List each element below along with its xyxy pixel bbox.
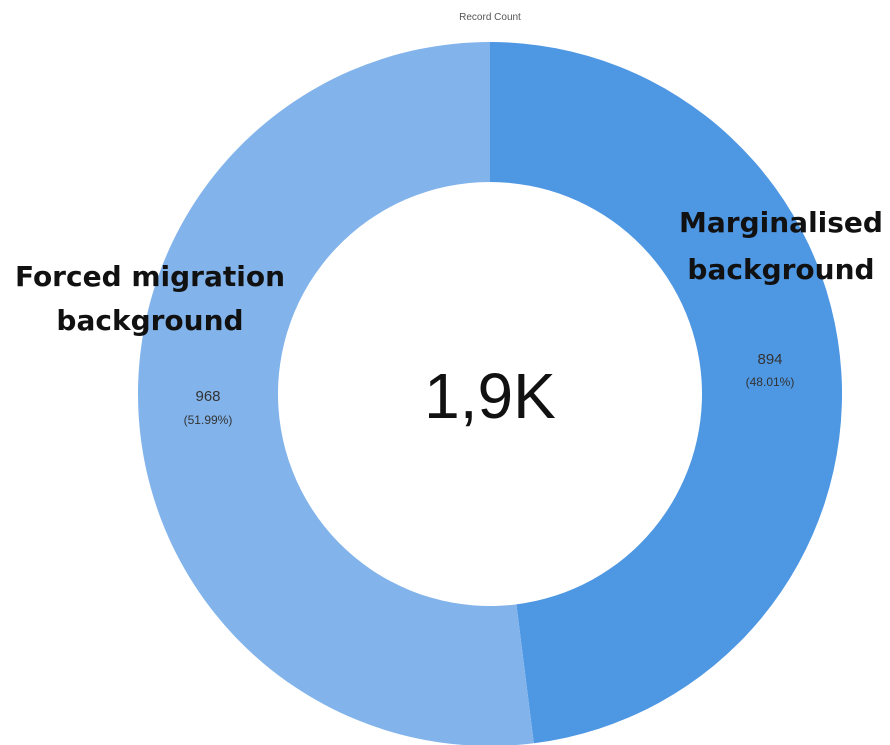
slice-name-label-line1: Forced migration: [15, 260, 285, 293]
slice-percent-label: (51.99%): [184, 413, 233, 427]
slice-name-label-line2: background: [687, 253, 874, 286]
donut-slices: [138, 42, 842, 745]
slice-value-label: 894: [757, 351, 782, 368]
chart-title: Record Count: [459, 12, 521, 23]
slice-value-label: 968: [195, 388, 220, 405]
donut-slice-0[interactable]: [490, 42, 842, 744]
slice-name-label-line2: background: [56, 304, 243, 337]
slice-percent-label: (48.01%): [746, 375, 795, 389]
donut-slice-1[interactable]: [138, 42, 534, 745]
center-total-label: 1,9K: [424, 360, 556, 432]
slice-name-label-line1: Marginalised: [679, 206, 883, 239]
